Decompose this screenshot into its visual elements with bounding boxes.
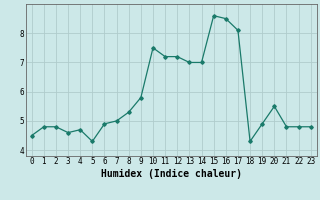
X-axis label: Humidex (Indice chaleur): Humidex (Indice chaleur) xyxy=(101,169,242,179)
